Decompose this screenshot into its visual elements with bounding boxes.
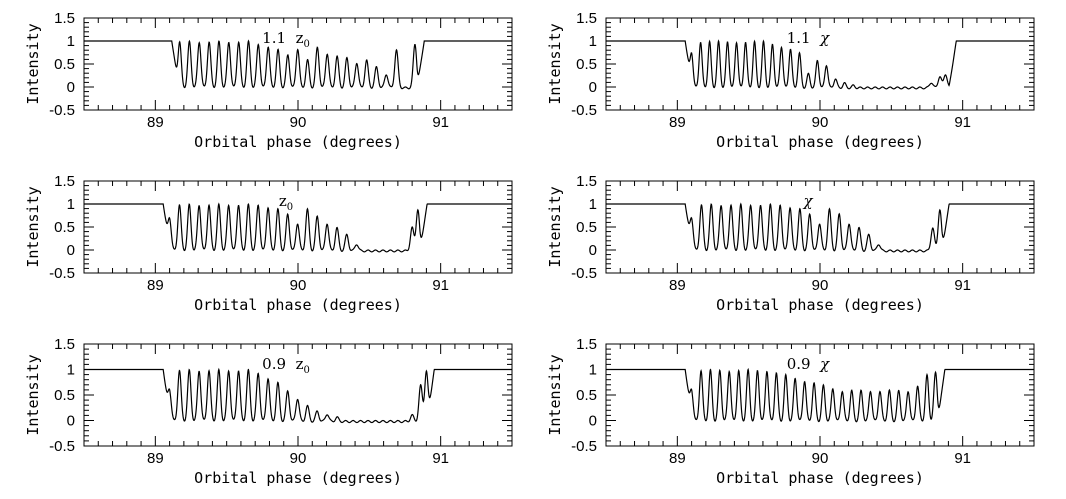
panel-4: 89 90 91 -0.5 0 0.5 1 1.5 Orbital phase (degrees… [546, 173, 1035, 314]
y-tick-label: 1 [589, 362, 597, 379]
x-tick-label: 90 [290, 450, 307, 467]
intensity-curve [84, 202, 512, 253]
x-tick-label: 89 [669, 277, 686, 294]
x-axis-title: Orbital phase (degrees) [716, 296, 924, 314]
y-tick-label: 0.5 [54, 219, 75, 236]
y-tick-label: 1.5 [54, 336, 75, 353]
y-tick-label: 0 [67, 413, 75, 430]
y-tick-label: 1.5 [576, 173, 597, 190]
x-axis-title: Orbital phase (degrees) [716, 469, 924, 487]
y-tick-label: -0.5 [571, 102, 597, 119]
intensity-curve [606, 39, 1034, 90]
x-tick-label: 91 [954, 450, 971, 467]
y-tick-label: 0.5 [576, 219, 597, 236]
y-tick-label: 0 [589, 413, 597, 430]
y-axis-title: Intensity [24, 23, 42, 104]
y-tick-label: 0.5 [576, 387, 597, 404]
y-axis-title: Intensity [546, 354, 564, 435]
panel-6: 89 90 91 -0.5 0 0.5 1 1.5 Orbital phase (degrees… [546, 336, 1035, 487]
y-tick-label: 0 [589, 242, 597, 259]
x-tick-label: 89 [147, 450, 164, 467]
x-tick-label: 91 [954, 114, 971, 131]
y-axis-title: Intensity [24, 354, 42, 435]
panel-1: 89 90 91 -0.5 0 0.5 1 1.5 Orbital phase (degrees… [24, 10, 513, 151]
x-tick-label: 89 [147, 277, 164, 294]
x-tick-label: 89 [669, 450, 686, 467]
intensity-curve [84, 367, 512, 424]
panel-annotation: χ [802, 192, 813, 210]
y-tick-label: -0.5 [49, 438, 75, 455]
y-tick-label: 1.5 [576, 10, 597, 27]
x-tick-label: 90 [812, 114, 829, 131]
y-tick-label: 1 [67, 196, 75, 213]
y-tick-label: 1 [67, 33, 75, 50]
y-tick-label: -0.5 [571, 438, 597, 455]
x-axis-title: Orbital phase (degrees) [194, 469, 402, 487]
intensity-curve [84, 39, 512, 90]
y-tick-label: -0.5 [49, 102, 75, 119]
panel-annotation: 0.9 χ [787, 355, 830, 373]
x-axis-title: Orbital phase (degrees) [716, 133, 924, 151]
panel-annotation: 0.9 z0 [262, 355, 310, 376]
x-axis-title: Orbital phase (degrees) [194, 296, 402, 314]
y-tick-label: 1.5 [576, 336, 597, 353]
intensity-curve [606, 367, 1034, 423]
x-tick-label: 90 [290, 114, 307, 131]
panel-annotation: 1.1 z0 [262, 29, 310, 50]
y-tick-label: -0.5 [571, 265, 597, 282]
y-tick-label: 0.5 [54, 387, 75, 404]
x-tick-label: 91 [432, 114, 449, 131]
y-tick-label: 1 [589, 33, 597, 50]
panel-2: 89 90 91 -0.5 0 0.5 1 1.5 Orbital phase (degrees… [546, 10, 1035, 151]
y-tick-label: 1.5 [54, 173, 75, 190]
y-tick-label: 0 [589, 79, 597, 96]
panel-annotation: 1.1 χ [787, 29, 830, 47]
panel-3: 89 90 91 -0.5 0 0.5 1 1.5 Orbital phase (degrees… [24, 173, 513, 314]
x-tick-label: 90 [812, 277, 829, 294]
x-axis-title: Orbital phase (degrees) [194, 133, 402, 151]
intensity-curve [606, 202, 1034, 253]
y-axis-title: Intensity [546, 186, 564, 267]
y-tick-label: 0.5 [576, 56, 597, 73]
x-tick-label: 90 [812, 450, 829, 467]
y-tick-label: 1 [589, 196, 597, 213]
y-axis-title: Intensity [24, 186, 42, 267]
x-tick-label: 91 [432, 450, 449, 467]
x-tick-label: 90 [290, 277, 307, 294]
y-axis-title: Intensity [546, 23, 564, 104]
y-tick-label: -0.5 [49, 265, 75, 282]
y-tick-label: 1.5 [54, 10, 75, 27]
x-tick-label: 91 [954, 277, 971, 294]
panel-5: 89 90 91 -0.5 0 0.5 1 1.5 Orbital phase (degrees… [24, 336, 513, 487]
y-tick-label: 1 [67, 362, 75, 379]
y-tick-label: 0 [67, 242, 75, 259]
x-tick-label: 91 [432, 277, 449, 294]
panel-annotation: z0 [279, 192, 293, 213]
y-tick-label: 0.5 [54, 56, 75, 73]
x-tick-label: 89 [147, 114, 164, 131]
x-tick-label: 89 [669, 114, 686, 131]
y-tick-label: 0 [67, 79, 75, 96]
